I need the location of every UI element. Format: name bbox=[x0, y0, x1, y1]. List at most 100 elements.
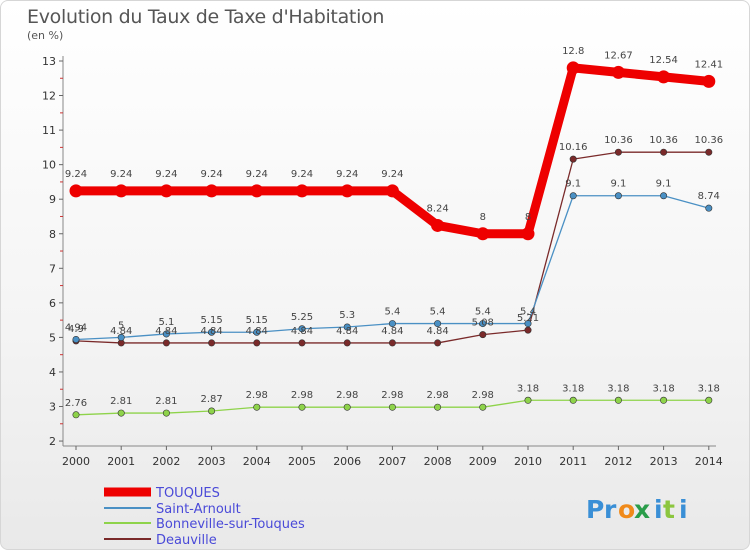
data-point bbox=[524, 320, 532, 328]
series-line-0 bbox=[71, 63, 714, 239]
data-label: 2.98 bbox=[472, 390, 494, 401]
data-label: 10.36 bbox=[604, 135, 633, 146]
data-label: 5 bbox=[118, 320, 124, 331]
data-label: 5.4 bbox=[520, 307, 536, 318]
data-label: 10.16 bbox=[559, 142, 588, 153]
data-point bbox=[343, 403, 351, 411]
data-label: 3.18 bbox=[652, 383, 674, 394]
data-point bbox=[388, 320, 396, 328]
data-label: 9.24 bbox=[291, 169, 313, 180]
data-point bbox=[434, 339, 442, 347]
y-tick-label: 10 bbox=[42, 159, 56, 172]
logo-letter: x bbox=[634, 495, 650, 524]
data-point bbox=[524, 396, 532, 404]
data-point bbox=[298, 339, 306, 347]
data-label: 10.36 bbox=[694, 135, 723, 146]
data-label: 4.84 bbox=[200, 326, 222, 337]
data-label: 5.21 bbox=[517, 313, 539, 324]
legend-label: Bonneville-sur-Touques bbox=[156, 517, 305, 532]
data-point bbox=[72, 335, 80, 343]
data-label: 12.8 bbox=[562, 46, 584, 57]
data-point bbox=[479, 320, 487, 328]
x-tick-label: 2013 bbox=[650, 455, 678, 468]
x-tick-label: 2005 bbox=[288, 455, 316, 468]
x-tick-label: 2008 bbox=[424, 455, 452, 468]
data-point bbox=[388, 403, 396, 411]
data-label: 12.67 bbox=[604, 50, 633, 61]
y-tick-label: 8 bbox=[49, 228, 56, 241]
logo-letter: P bbox=[586, 495, 604, 524]
x-tick-label: 2004 bbox=[243, 455, 271, 468]
y-tick-label: 4 bbox=[49, 366, 56, 379]
data-point bbox=[614, 396, 622, 404]
data-point bbox=[566, 61, 580, 75]
y-tick-label: 2 bbox=[49, 435, 56, 448]
logo-letter: i bbox=[654, 495, 663, 524]
x-tick-label: 2011 bbox=[559, 455, 587, 468]
data-point bbox=[253, 403, 261, 411]
data-point bbox=[295, 184, 309, 198]
data-point bbox=[614, 192, 622, 200]
data-point bbox=[162, 339, 170, 347]
data-label: 8.24 bbox=[426, 203, 448, 214]
data-point bbox=[569, 155, 577, 163]
data-point bbox=[657, 70, 671, 84]
data-point bbox=[114, 184, 128, 198]
x-tick-label: 2010 bbox=[514, 455, 542, 468]
data-point bbox=[208, 328, 216, 336]
data-point bbox=[162, 330, 170, 338]
data-label: 5.3 bbox=[339, 310, 355, 321]
y-tick-label: 13 bbox=[42, 55, 56, 68]
data-point bbox=[705, 396, 713, 404]
data-point bbox=[253, 339, 261, 347]
data-label: 2.87 bbox=[200, 394, 222, 405]
data-label: 2.81 bbox=[155, 396, 177, 407]
data-label: 5.4 bbox=[384, 307, 400, 318]
data-label: 4.84 bbox=[336, 326, 358, 337]
data-label: 9.1 bbox=[610, 179, 626, 190]
data-label: 2.98 bbox=[291, 390, 313, 401]
data-point bbox=[340, 184, 354, 198]
data-label: 3.18 bbox=[517, 383, 539, 394]
data-point bbox=[660, 192, 668, 200]
data-label: 9.24 bbox=[336, 169, 358, 180]
data-point bbox=[476, 227, 490, 241]
data-point bbox=[569, 192, 577, 200]
legend-label: Saint-Arnoult bbox=[156, 502, 241, 517]
data-point bbox=[524, 326, 532, 334]
logo-letter: o bbox=[618, 495, 635, 524]
data-label: 2.98 bbox=[246, 390, 268, 401]
data-point bbox=[343, 339, 351, 347]
data-point bbox=[660, 396, 668, 404]
chart-title: Evolution du Taux de Taxe d'Habitation bbox=[27, 6, 385, 28]
data-label: 4.9 bbox=[68, 324, 84, 335]
data-label: 3.18 bbox=[607, 383, 629, 394]
data-label: 9.1 bbox=[656, 179, 672, 190]
x-tick-label: 2006 bbox=[333, 455, 361, 468]
data-point bbox=[208, 407, 216, 415]
data-label: 10.36 bbox=[649, 135, 678, 146]
data-point bbox=[705, 148, 713, 156]
logo-letter: t bbox=[663, 495, 675, 524]
data-label: 2.98 bbox=[336, 390, 358, 401]
data-point bbox=[298, 325, 306, 333]
data-point bbox=[479, 331, 487, 339]
data-point bbox=[208, 339, 216, 347]
data-point bbox=[521, 227, 535, 241]
data-point bbox=[434, 320, 442, 328]
data-label: 9.24 bbox=[110, 169, 132, 180]
data-point bbox=[253, 328, 261, 336]
data-label: 12.54 bbox=[649, 55, 678, 66]
data-label: 5.08 bbox=[472, 318, 494, 329]
x-tick-label: 2003 bbox=[198, 455, 226, 468]
logo-letter: i bbox=[679, 495, 688, 524]
data-point bbox=[69, 184, 83, 198]
data-point bbox=[250, 184, 264, 198]
data-label: 4.94 bbox=[65, 322, 87, 333]
x-tick-label: 2002 bbox=[152, 455, 180, 468]
data-label: 5.25 bbox=[291, 312, 313, 323]
data-point bbox=[614, 148, 622, 156]
y-tick-label: 11 bbox=[42, 124, 56, 137]
data-point bbox=[611, 65, 625, 79]
data-point bbox=[569, 396, 577, 404]
